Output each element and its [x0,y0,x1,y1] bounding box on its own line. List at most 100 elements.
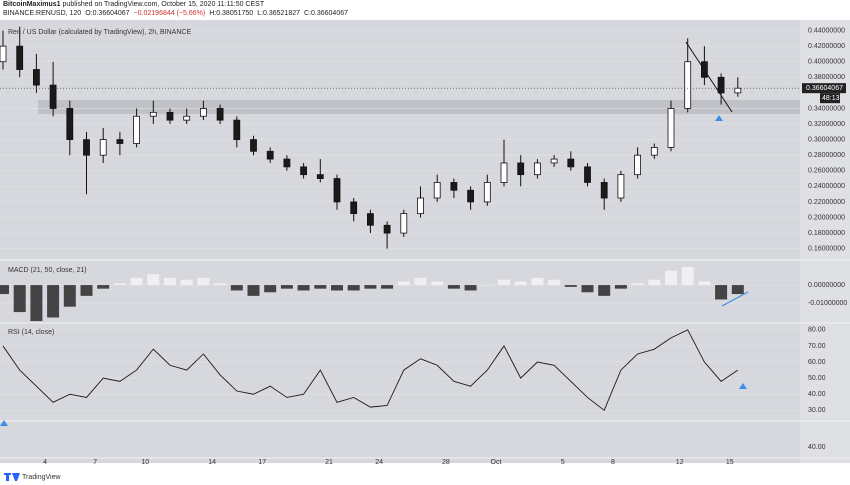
x-tick-label: 21 [325,459,333,466]
histogram-bar [147,274,160,286]
y-tick-label: 0.20000000 [808,214,845,221]
candle-body [450,182,458,191]
histogram-bar [514,281,527,286]
legend: MACD (21, 50, close, 21) [8,267,87,274]
candle-body [717,76,725,94]
histogram-bar [698,281,711,286]
trend-line [685,41,733,113]
candle-body [116,139,124,144]
histogram-bar [614,285,627,289]
y-tick-label: 0.30000000 [808,136,845,143]
y-tick-label: 50.00 [808,375,826,382]
y-tick-label: 80.00 [808,327,826,334]
symbol: BINANCE:RENUSD, 120 [3,10,82,17]
histogram-bar [230,285,243,291]
histogram-bar [731,285,744,295]
x-tick-label: 7 [93,459,97,466]
y-tick-label: 0.18000000 [808,230,845,237]
candle-body [617,174,625,199]
candle-body [734,87,742,94]
last-price-box [802,83,846,94]
candle-body [366,213,374,226]
histogram-bar [264,285,277,293]
candle-body [233,119,241,141]
candle-body [500,162,508,183]
candle-body [216,108,224,121]
y-tick-label: 0.38000000 [808,74,845,81]
histogram-bar [481,285,494,286]
histogram-bar [381,285,394,289]
histogram-bar [47,285,60,318]
histogram-bar [665,270,677,286]
y-tick-label: 0.24000000 [808,183,845,190]
histogram-bar [681,267,694,286]
histogram-bar [498,279,510,286]
y-tick-label: 30.00 [808,407,826,414]
change: −0.02196844 (−5.66%) [133,10,206,17]
logo [4,473,20,481]
histogram-bar [648,279,661,286]
candle-body [49,84,57,109]
rsi-line [2,329,739,412]
x-tick-label: 28 [442,459,450,466]
x-tick-label: 17 [258,459,266,466]
x-tick-label: 24 [375,459,383,466]
y-tick-label: 0.34000000 [808,105,845,112]
y-tick-label: 0.40000000 [808,59,845,66]
open: O:0.36604067 [85,10,130,17]
y-tick-label: 0.22000000 [808,199,845,206]
histogram-bar [130,277,143,286]
y-tick-label: 60.00 [808,359,826,366]
candle-body [584,166,591,183]
y-tick-label: 0.32000000 [808,121,845,128]
close: C:0.36604067 [304,10,348,17]
histogram-bar [631,283,644,286]
y-tick-label: 0.42000000 [808,43,845,50]
histogram-bar [247,285,260,296]
x-tick-label: 12 [676,459,684,466]
candle-body [433,182,441,199]
candle-body [199,108,207,117]
x-tick-label: 4 [43,459,47,466]
histogram-bar [164,277,176,286]
candle-body [183,115,191,121]
support-zone [38,100,800,114]
symbol-line: BINANCE:RENUSD, 120 O:0.36604067 −0.021968… [3,9,352,18]
histogram-bar [197,277,210,286]
histogram-bar [214,283,227,286]
histogram-bar [280,285,293,289]
histogram-bar [598,285,611,296]
histogram-bar [531,277,544,286]
y-tick-label: -0.01000000 [808,300,847,307]
low: L:0.36521827 [257,10,301,17]
background [0,20,850,463]
histogram-bar [30,285,43,322]
candle-body [166,111,174,121]
candle-body [483,182,491,203]
y-tick-label: 0.44000000 [808,27,845,34]
candle-body [684,61,692,109]
histogram-bar [297,285,310,291]
candle-body [283,158,291,168]
x-tick-label: 8 [611,459,615,466]
candle-body [550,158,558,164]
candle-body [417,197,424,215]
x-tick-label: Oct [491,459,502,466]
candle-body [534,162,541,176]
candle-body [667,108,675,148]
y-tick-label: 0.26000000 [808,168,845,175]
x-tick-label: 15 [726,459,734,466]
y-tick-label: 0.16000000 [808,245,845,252]
author: BitcoinMaximus1 [3,1,61,8]
histogram-bar [447,285,460,289]
histogram-bar [364,285,377,289]
histogram-bar [180,279,193,286]
candle-body [266,150,274,160]
candle-body [383,224,391,234]
candle-body [600,182,608,199]
legend: Ren / US Dollar (calculated by TradingVi… [8,29,191,36]
candle-body [333,178,341,203]
candle-body [149,111,157,117]
